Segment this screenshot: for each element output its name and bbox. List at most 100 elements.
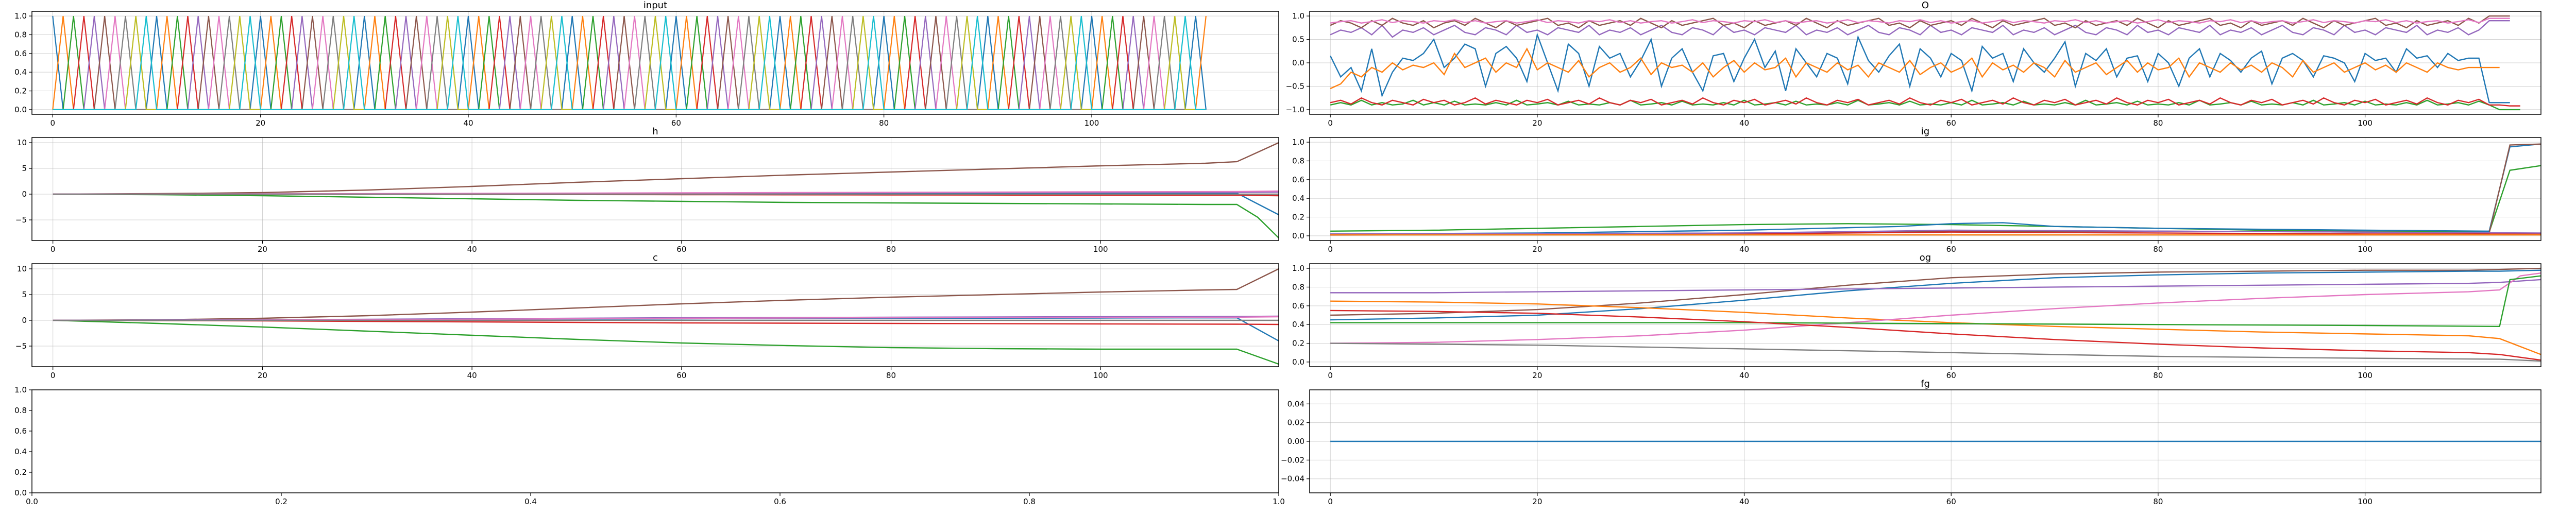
y-tick-label: 0.6 [1292, 175, 1304, 184]
chart-panel-5: 0 20 40 60 80 100 −5 0 5 10 c [15, 252, 1279, 380]
x-tick-label: 40 [1739, 497, 1749, 506]
x-tick-label: 100 [1093, 245, 1108, 254]
x-tick-label: 100 [2358, 371, 2372, 380]
series-line-1 [53, 142, 1279, 195]
x-tick-label: 100 [1093, 371, 1108, 380]
series-group [1330, 267, 2541, 362]
series-line-4 [1330, 300, 2541, 355]
plot-area [32, 390, 1279, 493]
x-tick-label: 40 [1739, 118, 1749, 128]
axes-frame [31, 11, 1279, 115]
x-tick-label: 20 [1532, 245, 1542, 254]
series-line-7 [1330, 18, 2510, 24]
y-tick-label: 1.0 [1292, 11, 1304, 21]
series-group [1330, 143, 2541, 236]
x-tick-label: 80 [2153, 245, 2163, 254]
y-tick-label: 0.4 [14, 447, 27, 456]
chart-panel-1: 0 20 40 60 80 100 0.0 0.2 0.4 0.6 0.8 1.0 input [14, 0, 1279, 128]
y-tick-label: 0.6 [1292, 301, 1304, 311]
x-tick-label: 60 [671, 118, 681, 128]
chart-title: c [653, 252, 658, 263]
chart-title: ig [1921, 126, 1929, 137]
series-line-2 [1330, 47, 2500, 90]
y-tick-label: 0.2 [1292, 339, 1304, 348]
y-tick-label: 0.4 [1292, 320, 1304, 329]
x-tick-label: 60 [1946, 497, 1956, 506]
y-tick-label: 0.0 [1292, 58, 1304, 67]
x-tick-label: 0 [50, 245, 56, 254]
x-tick-label: 80 [2153, 118, 2163, 128]
y-tick-label: 0 [22, 316, 27, 325]
y-tick-label: 0 [22, 190, 27, 199]
axes-frame [1309, 263, 2541, 367]
axes-frame [31, 137, 1279, 241]
y-tick-label: 0.8 [1292, 282, 1304, 291]
x-tick-label: 40 [1739, 371, 1749, 380]
axes-frame [1309, 137, 2541, 241]
y-tick-label: 10 [17, 138, 27, 147]
chart-panel-3: 0 20 40 60 80 100 −5 0 5 10 h [15, 126, 1279, 254]
series-group [1330, 15, 2520, 111]
x-tick-label: 20 [1532, 371, 1542, 380]
y-tick-label: −0.02 [1281, 455, 1304, 465]
x-tick-label: 80 [886, 371, 896, 380]
y-tick-label: 0.4 [14, 67, 27, 77]
axes-frame [31, 389, 1279, 493]
x-tick-label: 80 [879, 118, 889, 128]
y-tick-label: 1.0 [1292, 264, 1304, 273]
x-tick-label: 100 [2358, 497, 2372, 506]
x-tick-label: 100 [1084, 118, 1099, 128]
x-tick-label: 0 [50, 118, 56, 128]
series-group [53, 142, 1279, 238]
y-tick-label: 5 [22, 290, 27, 299]
y-tick-label: 0.2 [1292, 213, 1304, 222]
chart-title: og [1920, 252, 1931, 263]
x-tick-label: 1.0 [1273, 497, 1285, 506]
series-group [52, 15, 1207, 111]
y-tick-label: 0.0 [14, 105, 27, 114]
chart-title: fg [1921, 379, 1930, 389]
chart-panel-4: 0 20 40 60 80 100 0.0 0.2 0.4 0.6 0.8 1.0 ig [1292, 126, 2541, 254]
y-tick-label: 1.0 [14, 385, 27, 394]
chart-title: h [652, 126, 658, 137]
x-tick-label: 80 [2153, 371, 2163, 380]
chart-panel-8: 0 20 40 60 80 100 −0.04 −0.02 0.00 0.02 0.04 fg [1281, 379, 2541, 506]
series-line-4 [1330, 97, 2520, 107]
x-tick-label: 40 [467, 371, 477, 380]
series-line-1 [1330, 267, 2541, 316]
y-tick-label: 0.8 [14, 30, 27, 39]
x-tick-label: 20 [258, 245, 267, 254]
y-tick-label: −5 [15, 215, 27, 225]
y-tick-label: 0.04 [1287, 399, 1304, 408]
y-tick-label: 0.0 [1292, 231, 1304, 241]
chart-panel-6: 0 20 40 60 80 100 0.0 0.2 0.4 0.6 0.8 1.0 og [1292, 252, 2541, 380]
plot-area [32, 264, 1279, 367]
y-tick-label: 0.8 [1292, 156, 1304, 165]
x-tick-label: 40 [1739, 245, 1749, 254]
x-tick-label: 0.6 [774, 497, 786, 506]
y-tick-label: 0.0 [14, 488, 27, 497]
x-tick-label: 0 [1328, 371, 1333, 380]
series-line-2 [53, 193, 1279, 238]
y-tick-label: 1.0 [14, 11, 27, 21]
series-line-6 [1330, 275, 2541, 328]
y-tick-label: 0.02 [1287, 418, 1304, 427]
series-line-1 [1330, 32, 2510, 104]
x-tick-label: 0.8 [1023, 497, 1036, 506]
y-tick-label: −5 [15, 341, 27, 351]
x-tick-label: 0 [50, 371, 56, 380]
y-tick-label: 0.6 [14, 426, 27, 436]
x-tick-label: 0 [1328, 245, 1333, 254]
x-tick-label: 80 [886, 245, 896, 254]
y-tick-label: 1.0 [1292, 138, 1304, 147]
plot-area [1310, 138, 2541, 241]
x-tick-label: 100 [2358, 118, 2372, 128]
x-tick-label: 0 [1328, 118, 1333, 128]
x-tick-label: 20 [258, 371, 267, 380]
series-group [53, 268, 1279, 365]
plot-area [32, 138, 1279, 241]
series-line-3 [1330, 279, 2541, 294]
x-tick-label: 60 [676, 245, 686, 254]
x-tick-label: 60 [1946, 245, 1956, 254]
